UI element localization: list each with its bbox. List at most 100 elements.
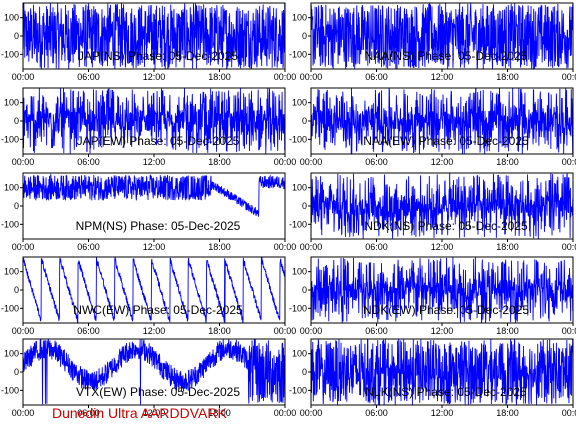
x-tick-label: 18:00 bbox=[496, 326, 519, 336]
y-tick-label: -100 bbox=[289, 303, 307, 313]
panel-title: NLK(NS) Phase: 05-Dec-2025 bbox=[365, 385, 527, 399]
x-tick-label: 06:00 bbox=[365, 157, 388, 167]
x-tick-label: 00:00 bbox=[562, 157, 576, 167]
x-tick-label: 12:00 bbox=[431, 242, 454, 252]
phase-trace bbox=[311, 88, 573, 154]
panel-ndk-ns: 100 0 -100 00:00 06:00 12:00 18:00 00:00 NDK(NS)… bbox=[289, 172, 576, 252]
x-tick-label: 06:00 bbox=[77, 242, 100, 252]
y-tick-label: -100 bbox=[1, 303, 19, 313]
y-tick-label: 0 bbox=[302, 285, 307, 295]
y-tick-label: 0 bbox=[14, 367, 19, 377]
panel-naa-ew: 100 0 -100 00:00 06:00 12:00 18:00 00:00 NAA(EW)… bbox=[289, 87, 576, 167]
x-tick-label: 06:00 bbox=[77, 157, 100, 167]
y-tick-label: -100 bbox=[289, 134, 307, 144]
panel-nwc-ew: 100 0 -100 00:00 06:00 12:00 18:00 00:00 NWC(EW)… bbox=[1, 256, 297, 336]
x-tick-label: 12:00 bbox=[431, 157, 454, 167]
x-tick-label: 06:00 bbox=[77, 72, 100, 82]
panel-title: NWC(EW) Phase: 05-Dec-2025 bbox=[73, 303, 243, 317]
y-tick-label: 100 bbox=[4, 13, 19, 23]
x-tick-label: 06:00 bbox=[365, 326, 388, 336]
y-tick-label: 100 bbox=[292, 13, 307, 23]
y-tick-label: -100 bbox=[289, 219, 307, 229]
y-tick-label: 0 bbox=[302, 367, 307, 377]
phase-trace bbox=[311, 257, 573, 323]
x-tick-label: 18:00 bbox=[208, 72, 231, 82]
x-tick-label: 06:00 bbox=[365, 242, 388, 252]
x-tick-label: 00:00 bbox=[562, 408, 576, 418]
panel-title: NPM(NS) Phase: 05-Dec-2025 bbox=[76, 219, 241, 233]
x-tick-label: 00:00 bbox=[300, 72, 323, 82]
y-tick-label: 0 bbox=[14, 31, 19, 41]
y-tick-label: 100 bbox=[292, 349, 307, 359]
x-tick-label: 00:00 bbox=[300, 408, 323, 418]
panel-vtx-ew: 100 0 -100 00:00 06:00 12:00 18:00 00:00 VTX(EW)… bbox=[1, 338, 297, 418]
x-tick-label: 00:00 bbox=[274, 326, 297, 336]
y-tick-label: 100 bbox=[292, 267, 307, 277]
x-tick-label: 18:00 bbox=[496, 157, 519, 167]
y-tick-label: 100 bbox=[4, 267, 19, 277]
y-tick-label: 100 bbox=[292, 98, 307, 108]
x-tick-label: 00:00 bbox=[274, 408, 297, 418]
y-tick-label: 0 bbox=[14, 116, 19, 126]
phase-trace bbox=[23, 3, 285, 69]
x-tick-label: 00:00 bbox=[12, 242, 35, 252]
x-tick-label: 00:00 bbox=[12, 72, 35, 82]
x-tick-label: 00:00 bbox=[300, 157, 323, 167]
x-tick-label: 00:00 bbox=[274, 242, 297, 252]
x-tick-label: 00:00 bbox=[300, 242, 323, 252]
y-tick-label: 0 bbox=[302, 201, 307, 211]
x-tick-label: 12:00 bbox=[431, 72, 454, 82]
panel-nlk-ns: 100 0 -100 00:00 06:00 12:00 18:00 00:00 NLK(NS)… bbox=[289, 338, 576, 418]
panel-npm-ns: 100 0 -100 00:00 06:00 12:00 18:00 00:00 NPM(NS)… bbox=[1, 172, 297, 252]
x-tick-label: 06:00 bbox=[365, 72, 388, 82]
y-tick-label: -100 bbox=[289, 385, 307, 395]
y-tick-label: 100 bbox=[4, 349, 19, 359]
panel-title: NDK(NS) Phase: 05-Dec-2025 bbox=[364, 219, 528, 233]
x-tick-label: 00:00 bbox=[12, 326, 35, 336]
y-tick-label: -100 bbox=[1, 219, 19, 229]
phase-trace bbox=[23, 88, 285, 154]
y-tick-label: 0 bbox=[14, 201, 19, 211]
x-tick-label: 18:00 bbox=[496, 242, 519, 252]
y-tick-label: 0 bbox=[14, 285, 19, 295]
x-tick-label: 00:00 bbox=[562, 72, 576, 82]
phase-trace bbox=[311, 339, 573, 405]
x-tick-label: 06:00 bbox=[77, 326, 100, 336]
x-tick-label: 12:00 bbox=[143, 326, 166, 336]
y-tick-label: 0 bbox=[302, 31, 307, 41]
panel-title: NAA(EW) Phase: 05-Dec-2025 bbox=[363, 134, 529, 148]
x-tick-label: 00:00 bbox=[562, 242, 576, 252]
y-tick-label: -100 bbox=[1, 134, 19, 144]
x-tick-label: 12:00 bbox=[143, 408, 166, 418]
y-tick-label: -100 bbox=[1, 385, 19, 395]
x-tick-label: 00:00 bbox=[12, 157, 35, 167]
x-tick-label: 18:00 bbox=[208, 157, 231, 167]
x-tick-label: 12:00 bbox=[431, 326, 454, 336]
phase-trace bbox=[311, 3, 573, 69]
panel-title: VTX(EW) Phase: 05-Dec-2025 bbox=[76, 385, 240, 399]
x-tick-label: 06:00 bbox=[365, 408, 388, 418]
x-tick-label: 00:00 bbox=[562, 326, 576, 336]
phase-trace bbox=[311, 173, 573, 239]
x-tick-label: 18:00 bbox=[496, 72, 519, 82]
y-tick-label: 100 bbox=[4, 98, 19, 108]
x-tick-label: 00:00 bbox=[274, 72, 297, 82]
panel-title: NAA(NS) Phase: 05-Dec-2025 bbox=[365, 49, 528, 63]
x-tick-label: 06:00 bbox=[77, 408, 100, 418]
y-tick-label: -100 bbox=[1, 49, 19, 59]
panel-title: JAP(EW) Phase: 05-Dec-2025 bbox=[77, 134, 240, 148]
x-tick-label: 12:00 bbox=[143, 242, 166, 252]
y-tick-label: 100 bbox=[4, 183, 19, 193]
phase-trace bbox=[23, 339, 285, 405]
x-tick-label: 18:00 bbox=[208, 326, 231, 336]
panel-jap-ew: 100 0 -100 00:00 06:00 12:00 18:00 00:00 JAP(EW)… bbox=[1, 87, 296, 167]
phase-trace bbox=[23, 173, 285, 217]
x-tick-label: 18:00 bbox=[496, 408, 519, 418]
x-tick-label: 00:00 bbox=[12, 408, 35, 418]
x-tick-label: 12:00 bbox=[431, 408, 454, 418]
panel-naa-ns: 100 0 -100 00:00 06:00 12:00 18:00 00:00 NAA(NS)… bbox=[289, 2, 576, 82]
y-tick-label: 0 bbox=[302, 116, 307, 126]
panel-title: JAP(NS) Phase: 05-Dec-2025 bbox=[78, 49, 238, 63]
phase-trace bbox=[23, 257, 285, 323]
